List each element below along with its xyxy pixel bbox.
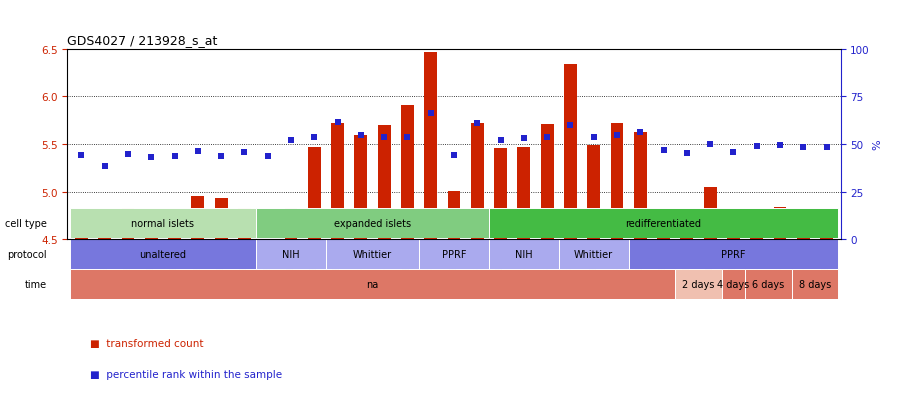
Bar xyxy=(331,123,344,240)
Text: na: na xyxy=(367,280,378,290)
Text: time: time xyxy=(24,280,47,290)
Bar xyxy=(419,239,489,269)
Bar xyxy=(471,123,484,240)
Bar xyxy=(559,239,628,269)
Bar xyxy=(70,209,256,238)
Text: Whittier: Whittier xyxy=(574,249,613,259)
Bar xyxy=(285,208,298,240)
Bar xyxy=(727,220,740,240)
Bar xyxy=(722,270,745,299)
Text: normal islets: normal islets xyxy=(131,218,194,228)
Bar xyxy=(98,232,111,240)
Bar xyxy=(610,123,623,240)
Bar xyxy=(820,210,833,240)
Bar xyxy=(540,125,554,240)
Text: redifferentiated: redifferentiated xyxy=(626,218,701,228)
Bar xyxy=(751,210,763,240)
Bar xyxy=(424,52,437,240)
Bar xyxy=(774,207,787,240)
Bar xyxy=(797,213,810,240)
Text: 6 days: 6 days xyxy=(752,280,785,290)
Bar xyxy=(448,191,460,240)
Bar xyxy=(494,148,507,240)
Bar xyxy=(70,239,256,269)
Bar xyxy=(378,126,390,240)
Text: Whittier: Whittier xyxy=(353,249,392,259)
Bar xyxy=(168,225,181,240)
Bar xyxy=(704,188,717,240)
Bar xyxy=(215,199,227,240)
Text: 2 days: 2 days xyxy=(682,280,715,290)
Bar xyxy=(745,270,792,299)
Bar xyxy=(307,147,321,240)
Bar xyxy=(401,106,414,240)
Bar xyxy=(70,270,675,299)
Text: ■  percentile rank within the sample: ■ percentile rank within the sample xyxy=(90,369,282,379)
Text: PPRF: PPRF xyxy=(721,249,745,259)
Text: ■  transformed count: ■ transformed count xyxy=(90,338,203,348)
Bar xyxy=(587,145,601,240)
Text: NIH: NIH xyxy=(282,249,299,259)
Bar xyxy=(681,230,693,240)
Text: unaltered: unaltered xyxy=(139,249,186,259)
Bar xyxy=(256,209,489,238)
Bar xyxy=(675,270,722,299)
Bar xyxy=(262,240,274,256)
Bar xyxy=(518,147,530,240)
Text: NIH: NIH xyxy=(515,249,533,259)
Bar xyxy=(145,218,157,240)
Bar xyxy=(634,133,646,240)
Bar xyxy=(256,239,326,269)
Bar xyxy=(564,65,577,240)
Bar xyxy=(628,239,838,269)
Y-axis label: %: % xyxy=(873,139,883,150)
Text: expanded islets: expanded islets xyxy=(334,218,411,228)
Text: GDS4027 / 213928_s_at: GDS4027 / 213928_s_at xyxy=(67,34,218,47)
Bar xyxy=(191,197,204,240)
Bar xyxy=(326,239,419,269)
Bar xyxy=(75,216,88,240)
Bar xyxy=(121,208,134,240)
Bar xyxy=(489,209,838,238)
Text: 4 days: 4 days xyxy=(717,280,750,290)
Bar xyxy=(657,220,670,240)
Bar xyxy=(489,239,559,269)
Bar xyxy=(354,136,368,240)
Text: protocol: protocol xyxy=(7,249,47,259)
Bar xyxy=(792,270,838,299)
Text: 8 days: 8 days xyxy=(799,280,831,290)
Text: PPRF: PPRF xyxy=(441,249,467,259)
Text: cell type: cell type xyxy=(4,218,47,228)
Bar xyxy=(238,208,251,240)
